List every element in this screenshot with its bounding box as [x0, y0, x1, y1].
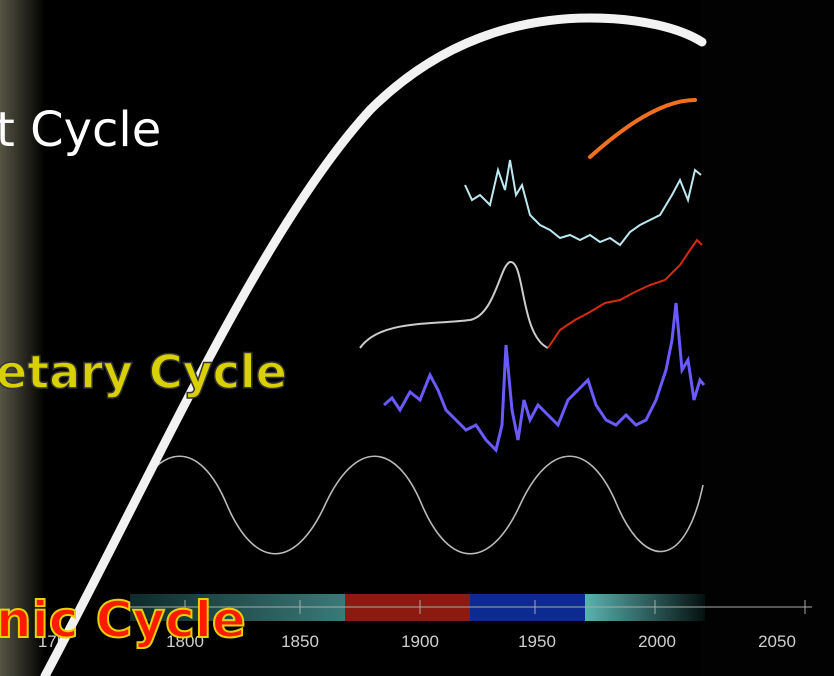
red-series	[547, 238, 703, 349]
tick-label: 2050	[758, 632, 796, 651]
white-arc	[40, 13, 707, 676]
axis-ticks	[184, 600, 806, 614]
right-panel	[700, 0, 834, 676]
left-edge	[0, 0, 45, 676]
tick-label: 1900	[401, 632, 439, 651]
tick-label: 1850	[281, 632, 319, 651]
heading: nic Cycle	[0, 591, 246, 649]
lightblue-series	[464, 159, 702, 247]
gray-series	[359, 261, 549, 349]
purple-series	[383, 302, 706, 453]
tick-label: 1950	[518, 632, 556, 651]
sine-curve	[129, 455, 704, 555]
heading: etary Cycle	[0, 345, 287, 399]
heading: t Cycle	[0, 102, 161, 158]
orange-series	[588, 98, 697, 159]
tick-label: 1800	[166, 632, 204, 651]
tick-label: 2000	[638, 632, 676, 651]
